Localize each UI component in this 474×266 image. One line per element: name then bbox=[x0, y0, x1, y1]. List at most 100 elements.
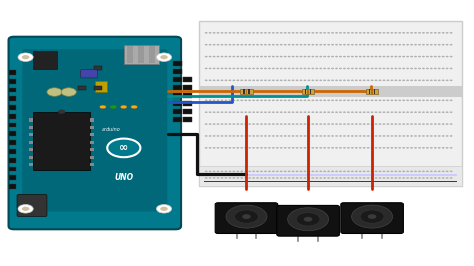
Circle shape bbox=[363, 147, 365, 149]
Circle shape bbox=[288, 32, 291, 34]
FancyBboxPatch shape bbox=[215, 203, 278, 234]
Circle shape bbox=[225, 99, 228, 101]
Circle shape bbox=[335, 111, 338, 113]
Circle shape bbox=[213, 177, 216, 179]
Circle shape bbox=[209, 80, 211, 81]
Circle shape bbox=[379, 44, 382, 45]
Circle shape bbox=[422, 135, 425, 137]
Circle shape bbox=[379, 99, 382, 101]
Circle shape bbox=[237, 44, 239, 45]
Circle shape bbox=[347, 177, 350, 179]
Circle shape bbox=[363, 56, 365, 57]
Circle shape bbox=[268, 111, 271, 113]
Circle shape bbox=[260, 32, 263, 34]
Circle shape bbox=[430, 44, 433, 45]
Circle shape bbox=[228, 171, 231, 172]
Circle shape bbox=[406, 68, 409, 69]
Circle shape bbox=[422, 123, 425, 125]
Circle shape bbox=[327, 80, 330, 81]
Circle shape bbox=[217, 111, 219, 113]
Circle shape bbox=[371, 147, 374, 149]
Circle shape bbox=[391, 44, 393, 45]
Circle shape bbox=[379, 147, 382, 149]
Circle shape bbox=[209, 32, 211, 34]
Circle shape bbox=[430, 123, 433, 125]
Circle shape bbox=[260, 111, 263, 113]
Circle shape bbox=[374, 123, 377, 125]
Circle shape bbox=[264, 171, 267, 172]
Circle shape bbox=[442, 111, 445, 113]
Circle shape bbox=[386, 68, 389, 69]
Circle shape bbox=[240, 68, 243, 69]
Circle shape bbox=[220, 177, 223, 179]
Circle shape bbox=[374, 147, 377, 149]
Circle shape bbox=[264, 32, 267, 34]
Circle shape bbox=[264, 135, 267, 137]
Circle shape bbox=[398, 56, 401, 57]
Circle shape bbox=[339, 68, 342, 69]
Circle shape bbox=[268, 135, 271, 137]
Circle shape bbox=[268, 56, 271, 57]
Circle shape bbox=[386, 177, 389, 179]
Circle shape bbox=[398, 177, 401, 179]
Circle shape bbox=[406, 147, 409, 149]
Circle shape bbox=[410, 123, 413, 125]
Circle shape bbox=[343, 99, 346, 101]
Circle shape bbox=[217, 44, 219, 45]
Circle shape bbox=[205, 68, 208, 69]
Circle shape bbox=[394, 111, 397, 113]
Circle shape bbox=[284, 177, 287, 179]
Circle shape bbox=[406, 123, 409, 125]
Circle shape bbox=[252, 68, 255, 69]
Circle shape bbox=[272, 99, 275, 101]
Circle shape bbox=[260, 177, 263, 179]
Circle shape bbox=[426, 80, 429, 81]
Circle shape bbox=[220, 44, 223, 45]
Bar bbox=[29, 133, 33, 136]
Circle shape bbox=[343, 111, 346, 113]
Circle shape bbox=[450, 147, 453, 149]
Circle shape bbox=[335, 135, 338, 137]
Circle shape bbox=[446, 68, 448, 69]
Circle shape bbox=[288, 123, 291, 125]
Circle shape bbox=[402, 111, 405, 113]
Circle shape bbox=[47, 88, 62, 96]
Circle shape bbox=[446, 111, 448, 113]
Circle shape bbox=[363, 99, 365, 101]
Circle shape bbox=[383, 80, 385, 81]
Circle shape bbox=[228, 135, 231, 137]
Circle shape bbox=[225, 171, 228, 172]
Circle shape bbox=[264, 123, 267, 125]
Circle shape bbox=[315, 32, 318, 34]
Circle shape bbox=[252, 177, 255, 179]
Circle shape bbox=[280, 111, 283, 113]
Circle shape bbox=[308, 111, 310, 113]
Circle shape bbox=[394, 147, 397, 149]
Circle shape bbox=[327, 135, 330, 137]
Circle shape bbox=[450, 99, 453, 101]
Circle shape bbox=[371, 111, 374, 113]
Circle shape bbox=[319, 56, 322, 57]
Circle shape bbox=[383, 99, 385, 101]
Circle shape bbox=[300, 171, 302, 172]
Circle shape bbox=[323, 99, 326, 101]
Bar bbox=[9, 158, 16, 163]
Circle shape bbox=[410, 171, 413, 172]
Circle shape bbox=[398, 44, 401, 45]
Circle shape bbox=[308, 80, 310, 81]
Bar bbox=[307, 89, 309, 94]
Bar bbox=[244, 89, 245, 94]
Circle shape bbox=[252, 171, 255, 172]
Circle shape bbox=[347, 68, 350, 69]
Circle shape bbox=[213, 80, 216, 81]
Circle shape bbox=[272, 56, 275, 57]
Circle shape bbox=[438, 123, 441, 125]
Circle shape bbox=[252, 80, 255, 81]
Bar bbox=[124, 45, 159, 64]
Circle shape bbox=[276, 32, 279, 34]
Circle shape bbox=[264, 68, 267, 69]
Circle shape bbox=[237, 177, 239, 179]
Circle shape bbox=[288, 56, 291, 57]
Circle shape bbox=[446, 171, 448, 172]
Circle shape bbox=[323, 177, 326, 179]
